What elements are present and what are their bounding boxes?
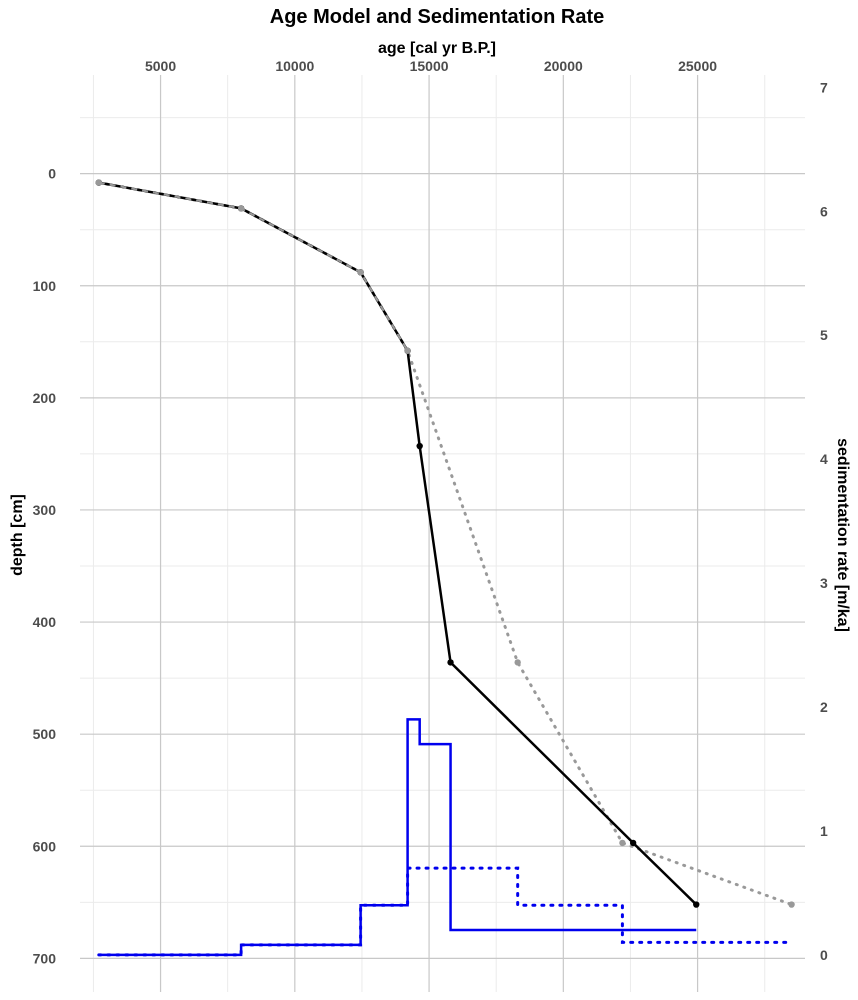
minor-gridlines [80, 75, 805, 992]
age-model-dotted-point [788, 901, 795, 908]
rate-tick-label: 7 [820, 79, 828, 95]
depth-tick-label: 500 [33, 726, 57, 742]
chart-title: Age Model and Sedimentation Rate [270, 6, 604, 28]
age-model-solid-point [416, 442, 423, 450]
age-tick-label: 5000 [145, 58, 176, 74]
age-model-shared-point [357, 269, 364, 276]
depth-tick-label: 200 [33, 390, 57, 406]
y-axis-right-title: sedimentation rate [m/ka] [834, 438, 851, 632]
age-model-shared-point [404, 347, 411, 354]
tick-labels: 5000 10000 15000 20000 250000100200300400500… [33, 58, 828, 966]
age-model-shared-point [95, 179, 102, 186]
depth-tick-label: 700 [33, 950, 57, 966]
age-model-solid-point [447, 659, 454, 666]
x-axis-top-title: age [cal yr B.P.] [378, 40, 496, 57]
age-model-shared-point [237, 205, 245, 212]
rate-tick-label: 0 [820, 947, 828, 963]
depth-tick-label: 100 [33, 278, 57, 294]
age-model-solid-point [693, 901, 700, 908]
age-tick-label: 25000 [678, 58, 717, 74]
rate-tick-label: 6 [820, 203, 828, 219]
depth-tick-label: 400 [33, 614, 57, 630]
y-axis-left-title: depth [cm] [9, 494, 26, 576]
age-model-solid-point [629, 839, 637, 847]
depth-tick-label: 0 [48, 166, 56, 182]
age-model-dotted-line [97, 181, 794, 907]
depth-tick-label: 300 [33, 502, 57, 518]
age-model-solid-line [98, 181, 698, 906]
age-tick-label: 10000 [275, 58, 314, 74]
rate-tick-label: 5 [820, 327, 828, 343]
age-model-dotted-point [619, 839, 626, 847]
rate-tick-label: 4 [820, 451, 828, 467]
sed-rate-solid-step [98, 718, 697, 957]
age-tick-label: 20000 [544, 58, 583, 74]
age-model-dotted-point [514, 659, 521, 666]
age-tick-label: 15000 [410, 58, 449, 74]
major-gridlines [80, 75, 805, 992]
data-series [95, 179, 795, 957]
depth-tick-label: 600 [33, 838, 57, 854]
rate-tick-label: 1 [820, 823, 828, 839]
sed-rate-dotted-step [97, 866, 794, 957]
age-model-dashed-overlay [98, 181, 409, 352]
rate-tick-label: 3 [820, 575, 828, 591]
rate-tick-label: 2 [820, 699, 828, 715]
